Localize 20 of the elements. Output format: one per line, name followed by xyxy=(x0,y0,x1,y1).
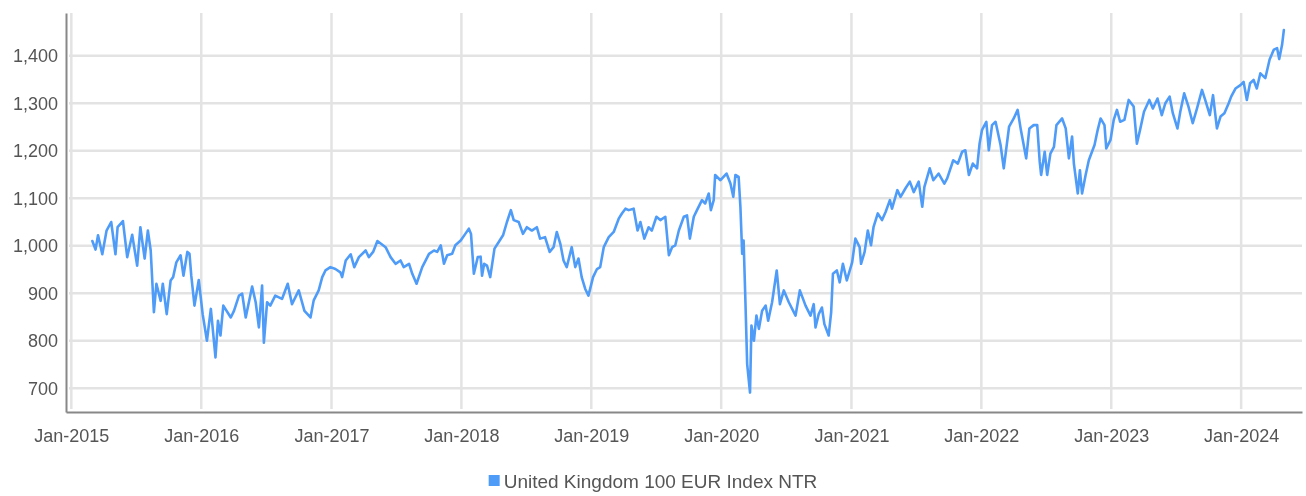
y-tick-label: 800 xyxy=(27,331,58,352)
y-tick-label: 1,300 xyxy=(12,93,58,114)
x-tick-label: Jan-2019 xyxy=(554,425,630,446)
y-tick-label: 1,200 xyxy=(12,141,58,162)
x-tick-label: Jan-2022 xyxy=(944,425,1020,446)
y-tick-label: 1,400 xyxy=(12,46,58,67)
line-series xyxy=(91,28,1286,394)
y-tick-label: 900 xyxy=(27,283,58,304)
y-tick-label: 1,100 xyxy=(12,188,58,209)
y-tick-label: 700 xyxy=(27,378,58,399)
x-tick-label: Jan-2016 xyxy=(164,425,240,446)
x-tick-label: Jan-2015 xyxy=(34,425,110,446)
y-tick-label: 1,000 xyxy=(12,236,58,257)
x-tick-label: Jan-2021 xyxy=(814,425,890,446)
x-tick-label: Jan-2020 xyxy=(684,425,760,446)
x-tick-label: Jan-2023 xyxy=(1074,425,1150,446)
legend-label: United Kingdom 100 EUR Index NTR xyxy=(503,470,818,492)
x-tick-label: Jan-2018 xyxy=(424,425,500,446)
x-tick-label: Jan-2017 xyxy=(294,425,370,446)
x-tick-label: Jan-2024 xyxy=(1204,425,1280,446)
